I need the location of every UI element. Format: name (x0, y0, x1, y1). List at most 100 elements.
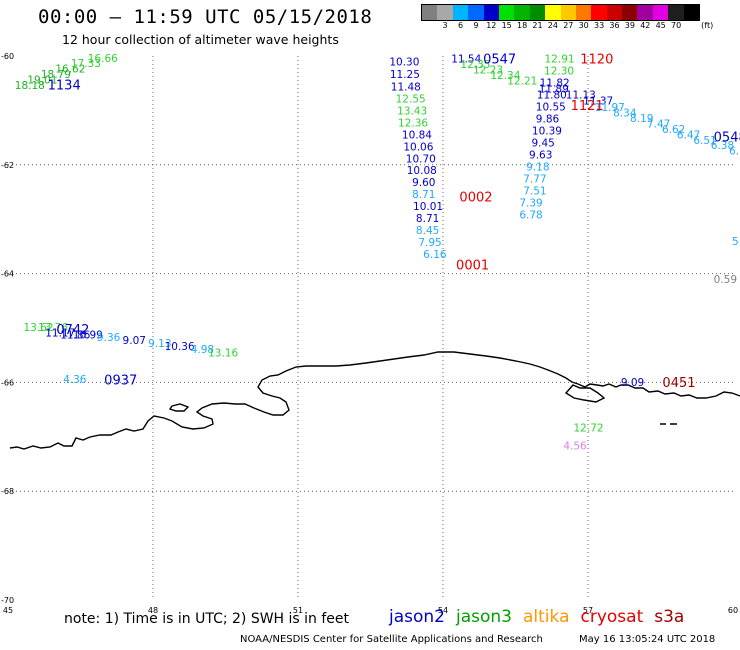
scale-label: 33 (594, 21, 605, 30)
scale-swatch (575, 5, 592, 20)
swh-label: 6. (729, 146, 739, 158)
swh-label: 4.98 (191, 344, 214, 356)
scale-swatch (683, 5, 700, 20)
scale-swatch (560, 5, 576, 20)
scale-label: 12 (486, 21, 497, 30)
swh-label: 18.79 (41, 69, 71, 81)
lat-tick-label: -66 (1, 378, 14, 387)
swh-label: 12.34 (490, 70, 520, 82)
swh-label: 9.18 (526, 161, 549, 173)
coastline-main (9, 351, 740, 450)
satellite-name: cryosat (580, 607, 644, 627)
swh-label: 11.13 (566, 90, 596, 102)
scale-label: 36 (609, 21, 620, 30)
swh-label: 7.39 (519, 197, 542, 209)
scale-label: 45 (655, 21, 666, 30)
lat-tick-label: -70 (1, 596, 14, 605)
scale-unit: (ft) (701, 21, 714, 30)
swh-label: 7.51 (523, 185, 546, 197)
scale-label: 18 (517, 21, 528, 30)
swh-label: 9.09 (621, 377, 644, 389)
antarctic-coastline (9, 351, 740, 450)
swh-label: 11.97 (595, 102, 625, 114)
swh-color-scale (421, 4, 701, 21)
swh-color-scale-labels: 3 6 9 12 15 18 21 24 27 30 33 36 39 42 45 70 (ft) (421, 21, 740, 33)
scale-swatch (468, 5, 484, 20)
scale-swatch (514, 5, 530, 20)
swh-label: 11.37 (583, 96, 613, 108)
swh-label: 19.01 (27, 74, 57, 86)
lat-tick-label: -62 (1, 161, 14, 170)
swh-label: 6.51 (693, 135, 716, 147)
swh-label: 9.45 (531, 137, 554, 149)
swh-label: 12.36 (398, 117, 428, 129)
swh-label: 8.71 (412, 189, 435, 201)
footer-credit: NOAA/NESDIS Center for Satellite Applica… (240, 634, 543, 645)
swh-label: 6.62 (662, 124, 685, 136)
coastline-inlet (168, 403, 190, 412)
swh-label: 7.95 (418, 237, 441, 249)
swh-label: 18.18 (15, 80, 45, 92)
swh-label: 10.01 (413, 201, 443, 213)
swh-label: 11.82 (540, 78, 570, 90)
pass-time-label: 0001 (456, 258, 489, 273)
swh-label: 8.19 (630, 113, 653, 125)
swh-label: 13.76 (38, 322, 68, 334)
lon-tick-label: 57 (583, 606, 593, 615)
scale-swatch (452, 5, 469, 20)
scale-label: 3 (442, 21, 448, 30)
swh-label: 10.99 (73, 330, 103, 342)
satellite-name: jason2 (389, 607, 445, 627)
pass-time-label: 1134 (48, 78, 81, 93)
swh-label: 12.55 (396, 93, 426, 105)
swh-label: 11.80 (537, 90, 567, 102)
lon-tick-label: 54 (438, 606, 448, 615)
swh-label: 8.34 (613, 108, 637, 120)
swh-label: 9.36 (97, 332, 121, 344)
swh-label: 12.72 (574, 423, 604, 435)
swh-label: 9.60 (412, 177, 435, 189)
scale-label: 39 (624, 21, 635, 30)
pass-time-label: 0547 (483, 53, 516, 68)
scale-swatch (637, 5, 653, 20)
swh-label: 10.70 (406, 153, 436, 165)
swh-label: 6.16 (423, 249, 447, 261)
pass-time-label: 0548 (714, 131, 740, 146)
scale-swatch (545, 5, 561, 20)
swh-label: 12.91 (545, 54, 575, 66)
lat-tick-label: -68 (1, 487, 14, 496)
scale-swatch (622, 5, 638, 20)
swh-label: 10.06 (403, 141, 433, 153)
scale-label: 21 (532, 21, 543, 30)
lat-tick-label: -64 (1, 270, 14, 279)
scale-label: 6 (457, 21, 464, 30)
swh-label: 8.71 (416, 213, 439, 225)
pass-time-label: 0937 (104, 374, 137, 389)
scale-label: 70 (671, 21, 682, 30)
satellite-name: s3a (654, 607, 685, 627)
swh-label: 9.13 (148, 338, 171, 350)
scale-label: 27 (563, 21, 574, 30)
swh-label: 13.16 (208, 347, 238, 359)
pass-time-label: 0002 (459, 190, 492, 205)
swh-label: 6.47 (677, 129, 700, 141)
swh-label: 5 (732, 236, 739, 248)
swh-label: 11.89 (539, 84, 569, 96)
swh-label: 16.66 (88, 53, 118, 65)
swh-label: 0.59 (714, 274, 737, 286)
pass-time-label: 0451 (662, 376, 695, 391)
swh-label: 12.23 (473, 65, 503, 77)
satellite-name: altika (523, 607, 570, 627)
scale-swatch (498, 5, 515, 20)
scale-swatch (652, 5, 669, 20)
swh-label: 10.39 (532, 126, 562, 138)
swh-label: 17.33 (71, 58, 101, 70)
footer-timestamp: May 16 13:05:24 UTC 2018 (579, 634, 716, 645)
swh-label: 9.86 (536, 114, 560, 126)
page-title: 00:00 – 11:59 UTC 05/15/2018 (38, 6, 373, 28)
swh-label: 12.35 (460, 59, 490, 71)
graticule (8, 56, 733, 600)
axis-tick-labels: 45 48 51 54 57 60 -60 -62 -64 -66 -68 -70 (1, 52, 738, 615)
